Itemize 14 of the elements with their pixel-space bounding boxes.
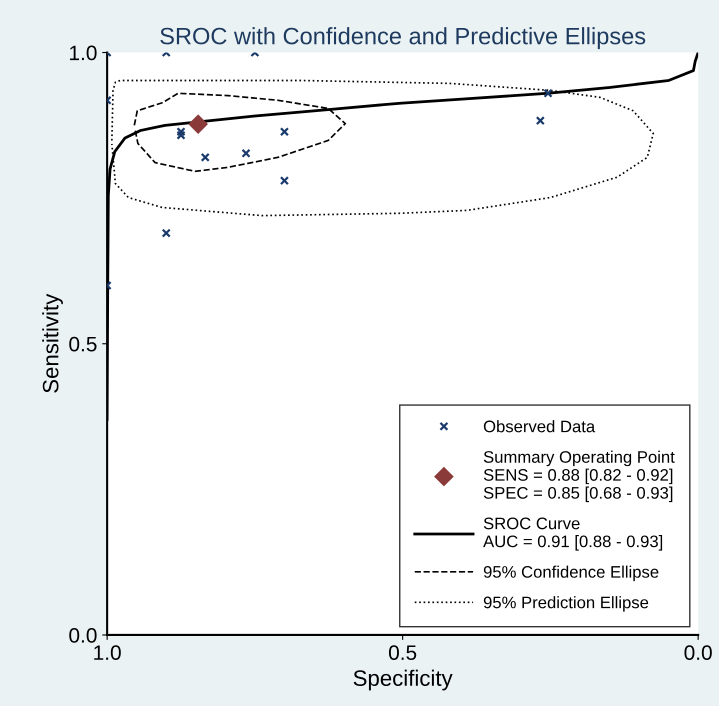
legend-label: SROC Curve AUC = 0.91 [0.88 - 0.93] xyxy=(483,518,662,551)
y-tick-label: 1.0 xyxy=(70,46,97,60)
legend-label: Summary Operating Point SENS = 0.88 [0.82 - 0.92] SPEC = 0.85 [0.68 - 0.93] xyxy=(484,450,675,502)
legend-label: Observed Data xyxy=(484,420,596,432)
x-tick-label: 0.5 xyxy=(388,645,416,660)
x-tick-label: 1.0 xyxy=(94,645,121,660)
x-tick-label: 0.0 xyxy=(684,645,712,660)
legend-label: 95% Prediction Ellipse xyxy=(484,596,648,612)
y-axis-title: Sensitivity xyxy=(42,294,63,393)
y-tick-label: 0.5 xyxy=(69,336,97,352)
y-tick-label: 0.0 xyxy=(69,628,97,643)
x-axis-title: Specificity xyxy=(354,670,453,690)
legend-label: 95% Confidence Ellipse xyxy=(484,566,658,582)
chart-title: SROC with Confidence and Predictive Ellipses xyxy=(160,27,646,50)
